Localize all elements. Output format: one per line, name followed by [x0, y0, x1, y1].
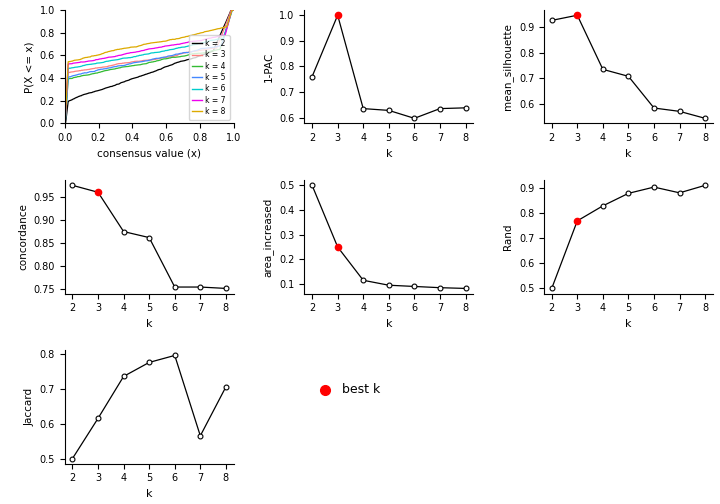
Y-axis label: Jaccard: Jaccard	[24, 388, 34, 426]
Y-axis label: 1-PAC: 1-PAC	[264, 51, 274, 82]
X-axis label: k: k	[385, 149, 392, 159]
X-axis label: k: k	[385, 319, 392, 329]
Y-axis label: Rand: Rand	[503, 224, 513, 250]
X-axis label: k: k	[625, 319, 631, 329]
Y-axis label: mean_silhouette: mean_silhouette	[503, 23, 513, 110]
X-axis label: k: k	[146, 319, 153, 329]
Y-axis label: area_increased: area_increased	[263, 197, 274, 277]
Y-axis label: concordance: concordance	[18, 204, 28, 270]
X-axis label: k: k	[625, 149, 631, 159]
X-axis label: k: k	[146, 489, 153, 499]
Text: best k: best k	[341, 384, 380, 397]
Legend: k = 2, k = 3, k = 4, k = 5, k = 6, k = 7, k = 8: k = 2, k = 3, k = 4, k = 5, k = 6, k = 7…	[189, 35, 230, 119]
X-axis label: consensus value (x): consensus value (x)	[97, 149, 201, 159]
Y-axis label: P(X <= x): P(X <= x)	[24, 41, 34, 93]
